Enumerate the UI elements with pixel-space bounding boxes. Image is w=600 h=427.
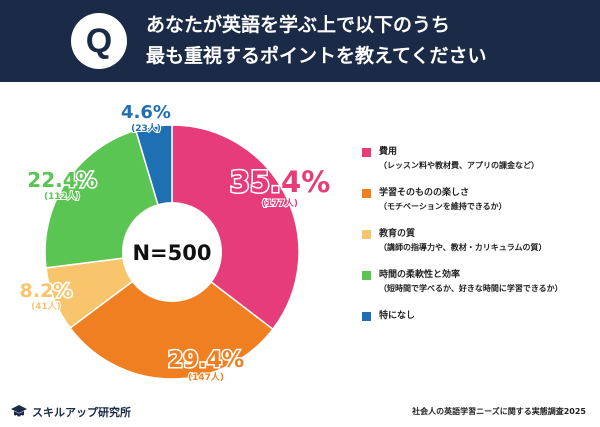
- pie-slice-enjoy: [69, 251, 274, 380]
- pie-slice-cost: [171, 124, 300, 331]
- legend-sub-cost: （レッスン料や教材費、アプリの課金など）: [379, 161, 539, 170]
- slice-percent-quality: 8.2%: [20, 280, 73, 302]
- pie-center-hole: [122, 202, 222, 302]
- slice-percent-flexibility: 22.4%: [27, 168, 96, 192]
- brand-name: スキルアップ研究所: [32, 406, 131, 419]
- legend-item-enjoy: 学習そのものの楽しさ （モチベーションを維持できるか）: [362, 187, 598, 214]
- question-badge: Q: [71, 13, 127, 69]
- legend-swatch-cost: [362, 148, 371, 157]
- legend-swatch-flexibility: [362, 271, 371, 280]
- pie-chart: N=500 35.4%(177人) 29.4%(147人) 8.2%(41人) 22.…: [18, 101, 332, 385]
- legend-item-quality: 教育の質 （講師の指導力や、教材・カリキュラムの質）: [362, 228, 598, 255]
- slice-count-quality: (41人): [31, 300, 61, 312]
- center-label: N=500: [132, 241, 211, 265]
- legend-sub-flexibility: （短時間で学べるか、好きな時間に学習できるか）: [379, 284, 563, 293]
- question-title-line-2: 最も重視するポイントを教えてください: [146, 45, 487, 67]
- legend-label-flexibility: 時間の柔軟性と効率: [379, 270, 461, 280]
- legend-label-none: 特になし: [379, 311, 416, 321]
- legend-sub-quality: （講師の指導力や、教材・カリキュラムの質）: [379, 243, 547, 252]
- question-title-line-1: あなたが英語を学ぶ上で以下のうち: [146, 14, 451, 36]
- slice-count-none: (23人): [131, 122, 161, 134]
- legend-item-flexibility: 時間の柔軟性と効率 （短時間で学べるか、好きな時間に学習できるか）: [362, 269, 598, 296]
- legend-swatch-quality: [362, 230, 371, 239]
- legend-item-cost: 費用 （レッスン料や教材費、アプリの課金など）: [362, 146, 598, 173]
- legend-item-none: 特になし: [362, 310, 598, 323]
- slice-percent-cost: 35.4%: [230, 165, 331, 199]
- slice-count-cost: (177人): [262, 197, 298, 209]
- legend-label-cost: 費用: [379, 147, 398, 157]
- survey-note: 社会人の英語学習ニーズに関する実態調査2025: [412, 407, 586, 416]
- graduation-cap-icon: [11, 405, 27, 417]
- slice-percent-enjoy: 29.4%: [168, 348, 244, 373]
- header-bar: Q あなたが英語を学ぶ上で以下のうち 最も重視するポイントを教えてください: [0, 0, 600, 82]
- legend: 費用 （レッスン料や教材費、アプリの課金など） 学習そのものの楽しさ （モチベー…: [362, 146, 598, 337]
- legend-sub-enjoy: （モチベーションを維持できるか）: [379, 202, 507, 211]
- question-title: あなたが英語を学ぶ上で以下のうち 最も重視するポイントを教えてください: [146, 10, 586, 72]
- slice-count-enjoy: (147人): [188, 371, 224, 383]
- legend-label-enjoy: 学習そのものの楽しさ: [379, 188, 470, 198]
- slice-count-flexibility: (112人): [44, 190, 80, 202]
- legend-swatch-none: [362, 312, 371, 321]
- legend-swatch-enjoy: [362, 189, 371, 198]
- slice-percent-none: 4.6%: [121, 102, 171, 123]
- brand: スキルアップ研究所: [10, 403, 131, 421]
- legend-label-quality: 教育の質: [379, 229, 416, 239]
